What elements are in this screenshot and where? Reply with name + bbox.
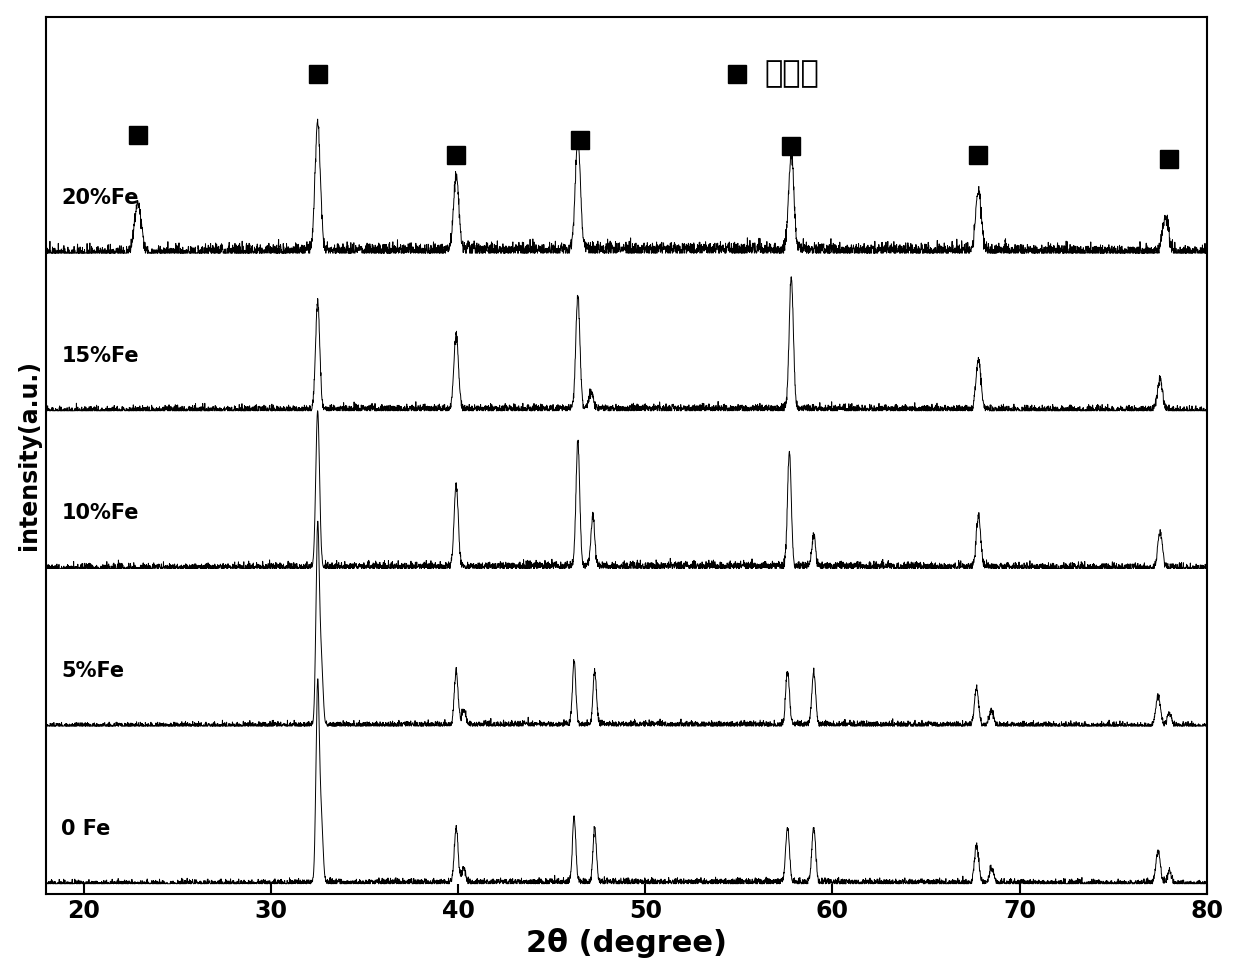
Text: 20%Fe: 20%Fe: [61, 188, 139, 208]
X-axis label: 2θ (degree): 2θ (degree): [526, 928, 727, 958]
Text: 15%Fe: 15%Fe: [61, 345, 139, 366]
Text: 5%Fe: 5%Fe: [61, 661, 124, 681]
Text: 0 Fe: 0 Fe: [61, 819, 110, 838]
Text: 钒钓矿: 钒钓矿: [765, 59, 820, 88]
Y-axis label: intensity(a.u.): intensity(a.u.): [16, 361, 41, 550]
Text: 10%Fe: 10%Fe: [61, 503, 139, 524]
